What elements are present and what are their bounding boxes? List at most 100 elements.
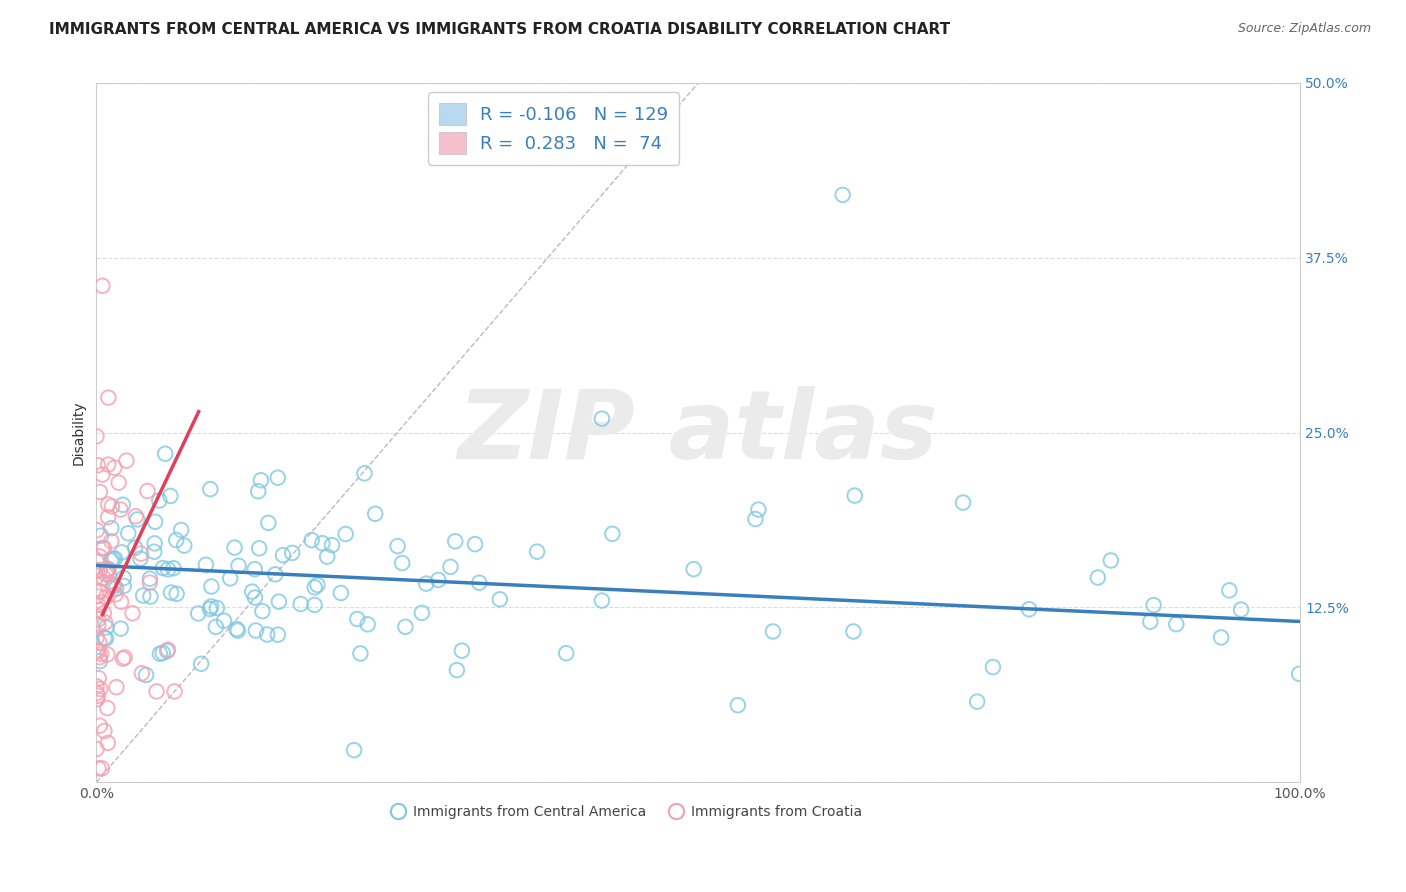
Point: [103, 579, 125, 593]
Point: [205, 620, 228, 634]
Point: [952, 495, 974, 509]
Point: [187, 607, 209, 621]
Point: [110, 502, 132, 516]
Point: [135, 668, 157, 682]
Point: [1288, 666, 1310, 681]
Point: [162, 561, 184, 575]
Point: [86, 692, 108, 706]
Point: [139, 590, 162, 604]
Text: IMMIGRANTS FROM CENTRAL AMERICA VS IMMIGRANTS FROM CROATIA DISABILITY CORRELATIO: IMMIGRANTS FROM CENTRAL AMERICA VS IMMIG…: [49, 22, 950, 37]
Point: [415, 576, 437, 591]
Point: [87, 761, 110, 775]
Point: [468, 575, 491, 590]
Point: [240, 584, 263, 599]
Point: [166, 587, 188, 601]
Point: [682, 562, 704, 576]
Point: [301, 533, 323, 548]
Point: [391, 556, 413, 570]
Point: [152, 646, 174, 660]
Point: [89, 681, 111, 696]
Point: [212, 614, 235, 628]
Point: [357, 617, 380, 632]
Point: [153, 447, 176, 461]
Point: [205, 601, 228, 615]
Point: [247, 484, 270, 499]
Point: [136, 483, 159, 498]
Point: [307, 578, 329, 592]
Point: [117, 526, 139, 541]
Point: [264, 567, 287, 582]
Point: [139, 572, 162, 586]
Point: [247, 541, 270, 556]
Point: [93, 571, 115, 585]
Point: [831, 187, 853, 202]
Point: [87, 689, 110, 703]
Point: [101, 577, 124, 591]
Point: [89, 650, 111, 665]
Point: [747, 502, 769, 516]
Point: [121, 606, 143, 620]
Point: [87, 618, 110, 632]
Point: [91, 278, 114, 293]
Point: [111, 545, 134, 559]
Point: [115, 453, 138, 467]
Point: [131, 666, 153, 681]
Point: [96, 701, 118, 715]
Point: [200, 599, 222, 614]
Point: [446, 663, 468, 677]
Point: [170, 523, 193, 537]
Point: [464, 537, 486, 551]
Point: [152, 561, 174, 575]
Point: [257, 516, 280, 530]
Point: [190, 657, 212, 671]
Point: [1142, 598, 1164, 612]
Point: [321, 538, 343, 552]
Point: [86, 523, 108, 537]
Point: [110, 595, 132, 609]
Point: [89, 654, 111, 668]
Point: [127, 512, 149, 526]
Point: [132, 589, 155, 603]
Point: [93, 631, 115, 645]
Point: [86, 643, 108, 657]
Point: [86, 686, 108, 700]
Point: [1018, 602, 1040, 616]
Point: [228, 558, 250, 573]
Point: [591, 593, 613, 607]
Point: [281, 546, 304, 560]
Point: [101, 551, 124, 566]
Point: [1099, 553, 1122, 567]
Point: [97, 567, 120, 582]
Point: [256, 627, 278, 641]
Point: [1230, 602, 1253, 616]
Point: [364, 507, 387, 521]
Point: [224, 541, 246, 555]
Point: [107, 475, 129, 490]
Point: [267, 471, 290, 485]
Point: [387, 539, 409, 553]
Point: [87, 583, 110, 598]
Point: [87, 458, 110, 473]
Point: [93, 723, 115, 738]
Point: [163, 684, 186, 698]
Point: [219, 571, 242, 585]
Point: [159, 489, 181, 503]
Point: [1166, 617, 1188, 632]
Point: [94, 632, 117, 646]
Point: [1218, 583, 1240, 598]
Point: [97, 736, 120, 750]
Point: [411, 606, 433, 620]
Point: [96, 564, 118, 578]
Point: [87, 598, 110, 612]
Point: [343, 743, 366, 757]
Point: [267, 594, 290, 608]
Point: [110, 622, 132, 636]
Point: [86, 429, 108, 443]
Point: [101, 500, 124, 514]
Point: [87, 612, 110, 626]
Point: [86, 590, 108, 604]
Point: [329, 586, 352, 600]
Point: [124, 541, 146, 555]
Point: [90, 647, 112, 661]
Point: [744, 512, 766, 526]
